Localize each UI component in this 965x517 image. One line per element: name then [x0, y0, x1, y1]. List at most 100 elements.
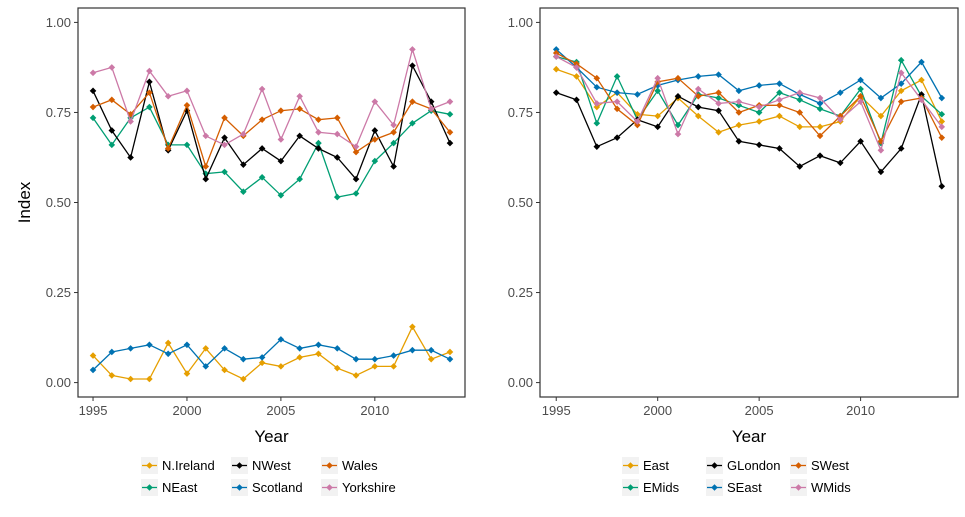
- data-point: [89, 352, 97, 359]
- data-point: [315, 128, 322, 136]
- legend-item: GLondon: [706, 457, 781, 474]
- data-point: [127, 118, 134, 125]
- data-point: [816, 152, 824, 159]
- data-point: [127, 114, 134, 122]
- data-point: [755, 109, 763, 116]
- data-point: [776, 101, 783, 109]
- data-point: [674, 92, 682, 100]
- data-point: [446, 139, 454, 147]
- data-point: [837, 116, 844, 123]
- legend-key-marker: [146, 484, 153, 491]
- y-tick-label: 0.75: [508, 105, 533, 120]
- y-tick-label: 1.00: [508, 15, 533, 30]
- data-point: [221, 168, 228, 176]
- x-tick-label: 1995: [79, 403, 108, 418]
- data-point: [277, 157, 285, 165]
- data-point: [108, 96, 116, 104]
- data-point: [552, 46, 560, 53]
- panel-2: 0.00 0.25 0.50 0.75 1.00 1995 2000 2005 2010 Year…: [508, 7, 959, 496]
- data-point: [146, 78, 153, 86]
- data-point: [127, 375, 134, 383]
- data-point: [593, 100, 601, 107]
- data-point: [409, 98, 416, 105]
- x-tick-label: 2000: [643, 403, 672, 418]
- y-tick-label: 1.00: [46, 15, 71, 30]
- data-point: [776, 145, 783, 152]
- legend-item: WMids: [790, 479, 851, 496]
- legend-label: NEast: [162, 480, 198, 495]
- data-point: [258, 116, 266, 123]
- legend-key-marker: [627, 462, 634, 469]
- data-point: [202, 175, 210, 183]
- data-point: [221, 141, 228, 149]
- legend-item: SEast: [706, 479, 762, 496]
- data-point: [694, 103, 702, 111]
- data-point: [240, 130, 247, 138]
- legend-item: N.Ireland: [141, 457, 215, 474]
- data-point: [694, 85, 702, 93]
- data-point: [108, 64, 116, 71]
- data-point: [315, 341, 322, 349]
- data-point: [409, 46, 416, 53]
- legend-key-marker: [627, 484, 634, 491]
- legend-label: Yorkshire: [342, 480, 396, 495]
- series-line: [556, 55, 943, 146]
- data-point: [89, 69, 97, 77]
- data-point: [776, 96, 783, 104]
- data-point: [277, 136, 285, 143]
- data-point: [258, 354, 266, 361]
- data-point: [938, 118, 946, 125]
- data-point: [427, 346, 435, 354]
- data-point: [796, 89, 804, 96]
- legend: East EMids GLondon SEast SWest WMids: [622, 457, 851, 496]
- data-point: [89, 87, 97, 95]
- series-line: [92, 338, 451, 371]
- data-point: [837, 159, 844, 167]
- data-point: [240, 375, 247, 383]
- legend-label: WMids: [811, 480, 851, 495]
- series-line: [555, 48, 943, 105]
- data-point: [108, 127, 116, 134]
- data-point: [333, 114, 341, 122]
- legend-label: East: [643, 458, 669, 473]
- x-axis-title: Year: [254, 427, 289, 446]
- data-point: [857, 98, 864, 105]
- data-point: [613, 105, 621, 113]
- data-point: [897, 56, 905, 64]
- data-point: [258, 85, 266, 93]
- data-point: [183, 141, 191, 149]
- data-point: [371, 136, 379, 143]
- series-scotland: [89, 336, 454, 374]
- data-point: [573, 60, 580, 68]
- data-point: [333, 130, 341, 138]
- data-point: [654, 74, 661, 82]
- data-point: [352, 372, 360, 379]
- data-point: [938, 182, 946, 190]
- data-point: [674, 130, 682, 138]
- data-point: [390, 163, 397, 170]
- legend-key-marker: [795, 484, 802, 491]
- legend-item: East: [622, 457, 669, 474]
- data-point: [296, 354, 303, 361]
- x-tick-label: 2000: [173, 403, 202, 418]
- data-point: [735, 121, 743, 129]
- data-point: [183, 101, 191, 109]
- series-neast: [89, 103, 454, 201]
- data-point: [183, 87, 191, 95]
- data-point: [240, 161, 247, 168]
- data-point: [897, 87, 905, 95]
- data-point: [333, 154, 341, 161]
- data-point: [258, 173, 266, 181]
- y-tick-label: 0.00: [508, 375, 533, 390]
- data-point: [593, 83, 601, 91]
- data-point: [918, 96, 925, 104]
- data-point: [127, 345, 134, 352]
- legend-label: GLondon: [727, 458, 781, 473]
- data-point: [352, 355, 360, 363]
- data-point: [446, 348, 454, 356]
- data-point: [277, 107, 285, 114]
- data-point: [390, 139, 397, 147]
- data-point: [390, 352, 397, 359]
- data-point: [918, 58, 925, 66]
